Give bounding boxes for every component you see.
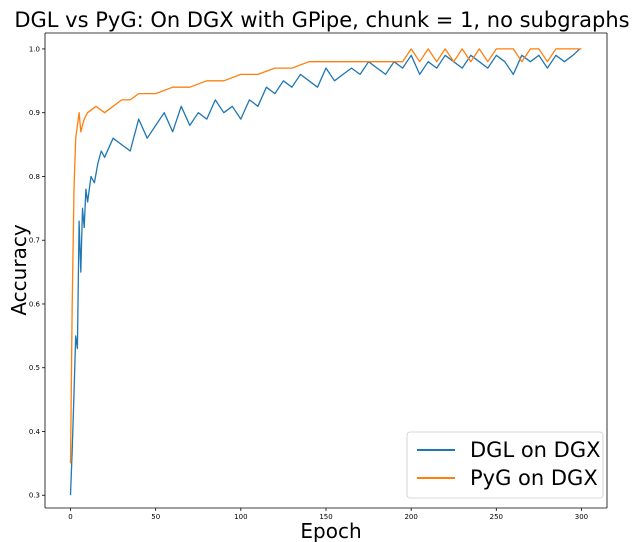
y-tick-label: 0.8 bbox=[29, 173, 40, 181]
legend: DGL on DGX PyG on DGX bbox=[406, 431, 604, 499]
x-axis-label: Epoch bbox=[300, 519, 361, 542]
legend-label: DGL on DGX bbox=[470, 438, 600, 462]
y-tick-label: 1.0 bbox=[29, 45, 40, 53]
series-line-pyg bbox=[69, 48, 582, 464]
y-tick-label: 0.7 bbox=[29, 237, 40, 245]
x-tick-label: 300 bbox=[575, 513, 588, 521]
axes: 0 50 100 150 200 250 300 0.3 0.4 0.5 0.6 0.7 0.8 0.9 1… bbox=[29, 32, 608, 521]
x-tick-label: 0 bbox=[68, 513, 72, 521]
y-tick-label: 0.3 bbox=[29, 492, 40, 500]
series-line-dgl bbox=[69, 48, 581, 496]
y-tick-label: 0.5 bbox=[29, 364, 40, 372]
y-tick-label: 0.4 bbox=[29, 428, 41, 436]
chart-title: DGL vs PyG: On DGX with GPipe, chunk = 1… bbox=[14, 8, 629, 32]
x-tick-label: 50 bbox=[151, 513, 160, 521]
x-tick-label: 200 bbox=[404, 513, 417, 521]
x-tick-label: 150 bbox=[319, 513, 332, 521]
y-tick-label: 0.6 bbox=[29, 300, 41, 308]
series-layer bbox=[69, 48, 582, 496]
y-tick-label: 0.9 bbox=[29, 109, 40, 117]
x-tick-label: 250 bbox=[490, 513, 503, 521]
legend-label: PyG on DGX bbox=[470, 466, 598, 490]
legend-box bbox=[406, 431, 604, 499]
y-axis-label: Accuracy bbox=[7, 224, 31, 315]
x-tick-label: 100 bbox=[234, 513, 247, 521]
